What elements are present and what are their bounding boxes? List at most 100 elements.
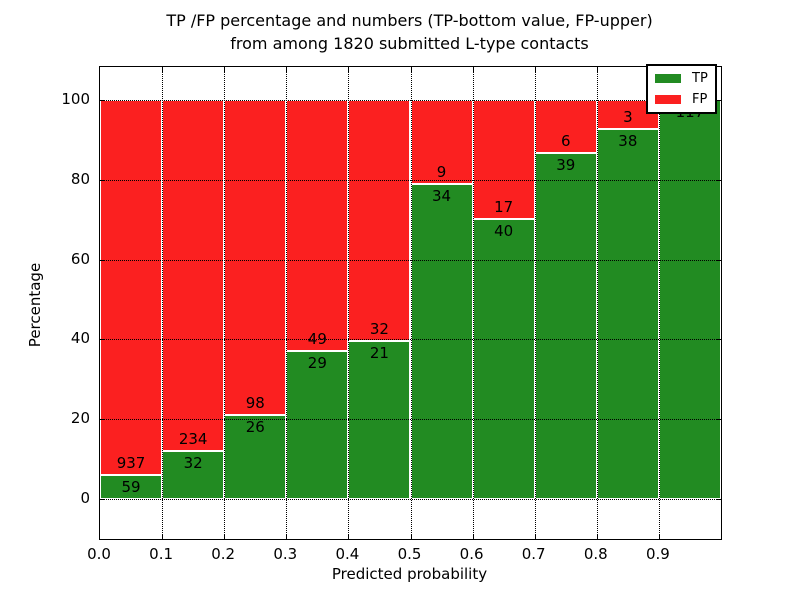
bar-segment-tp bbox=[286, 350, 349, 499]
bar-segment-fp bbox=[100, 100, 163, 476]
bar-value-label-fp: 234 bbox=[178, 430, 208, 448]
gridline-v bbox=[286, 67, 288, 539]
chart-title-line1: TP /FP percentage and numbers (TP-bottom… bbox=[166, 11, 653, 30]
legend-swatch-tp bbox=[655, 74, 681, 83]
bar-segment-tp bbox=[596, 129, 659, 499]
y-tick-mark-left bbox=[100, 259, 105, 261]
x-tick-mark-bottom bbox=[410, 534, 412, 539]
bar-value-label-fp: 3 bbox=[623, 108, 633, 127]
y-tick-mark-left bbox=[100, 419, 105, 421]
bar-segment-tp bbox=[472, 219, 535, 499]
bar-value-label-tp: 32 bbox=[183, 454, 203, 472]
bar-segment-tp bbox=[224, 415, 287, 499]
x-tick-mark-bottom bbox=[162, 534, 164, 539]
x-tick-label: 0.9 bbox=[645, 545, 670, 563]
y-tick-mark-right bbox=[716, 419, 721, 421]
bar-segment-fp bbox=[472, 100, 535, 219]
x-tick-label: 0.2 bbox=[211, 545, 236, 563]
x-tick-label: 0.1 bbox=[149, 545, 174, 563]
bar-value-label-fp: 32 bbox=[369, 319, 389, 338]
bar-segment-tp bbox=[100, 475, 163, 499]
legend-label-tp: TP bbox=[692, 71, 708, 86]
y-tick-label: 0 bbox=[80, 489, 90, 507]
bar-value-label-fp: 6 bbox=[560, 132, 571, 151]
gridline-v bbox=[596, 67, 598, 539]
bar-segment-tp bbox=[162, 451, 225, 499]
y-tick-label: 100 bbox=[61, 90, 90, 108]
y-tick-label: 40 bbox=[70, 329, 90, 348]
legend-swatch-fp bbox=[655, 95, 681, 104]
bar-value-label-fp: 9 bbox=[436, 162, 447, 181]
x-tick-mark-top bbox=[534, 67, 536, 72]
x-tick-mark-top bbox=[224, 67, 226, 72]
x-tick-mark-top bbox=[162, 67, 164, 72]
chart-title-line2: from among 1820 submitted L-type contact… bbox=[230, 34, 589, 53]
x-tick-label: 0.5 bbox=[397, 545, 422, 563]
y-tick-mark-left bbox=[100, 179, 105, 181]
x-tick-mark-top bbox=[472, 67, 474, 72]
x-tick-mark-top bbox=[286, 67, 288, 72]
y-tick-label: 60 bbox=[70, 249, 90, 268]
x-tick-mark-bottom bbox=[534, 534, 536, 539]
gridline-v bbox=[472, 67, 474, 539]
gridline-v bbox=[224, 67, 226, 539]
x-tick-label: 0.6 bbox=[459, 545, 484, 563]
y-tick-mark-right bbox=[716, 179, 721, 181]
bar-segment-tp bbox=[410, 183, 473, 499]
bar-value-label-fp: 49 bbox=[307, 329, 327, 348]
x-tick-mark-top bbox=[596, 67, 598, 72]
legend-entry-fp: FP bbox=[655, 93, 708, 106]
x-tick-mark-bottom bbox=[472, 534, 474, 539]
y-tick-mark-left bbox=[100, 100, 105, 101]
x-tick-label: 0.3 bbox=[273, 545, 298, 563]
bar-segment-fp bbox=[286, 100, 349, 351]
bar-segment-fp bbox=[410, 100, 473, 184]
bar-value-label-fp: 98 bbox=[245, 394, 265, 413]
bar-value-label-tp: 21 bbox=[369, 343, 389, 362]
bar-segment-fp bbox=[162, 100, 225, 451]
x-tick-mark-top bbox=[410, 67, 412, 72]
x-tick-label: 0.7 bbox=[521, 545, 546, 563]
y-tick-mark-left bbox=[100, 499, 105, 500]
bar-segment-fp bbox=[534, 100, 597, 154]
x-tick-mark-bottom bbox=[286, 534, 288, 539]
y-tick-label: 80 bbox=[70, 169, 90, 188]
y-tick-mark-right bbox=[716, 259, 721, 261]
bar-segment-fp bbox=[348, 100, 411, 341]
bar-value-label-tp: 39 bbox=[556, 156, 576, 175]
x-tick-label: 0.4 bbox=[335, 545, 360, 563]
gridline-v bbox=[348, 67, 350, 539]
bar-value-label-fp: 17 bbox=[494, 198, 514, 216]
bar-segment-tp bbox=[534, 153, 597, 499]
y-tick-mark-right bbox=[716, 339, 721, 341]
bar-value-label-tp: 40 bbox=[494, 222, 514, 240]
gridline-v bbox=[658, 67, 660, 539]
bar-value-label-tp: 59 bbox=[121, 478, 141, 497]
x-tick-mark-top bbox=[348, 67, 350, 72]
bar-value-label-tp: 34 bbox=[432, 186, 452, 205]
bar-segment-tp bbox=[658, 100, 721, 499]
bar-segment-fp bbox=[224, 100, 287, 416]
y-tick-label: 20 bbox=[70, 409, 90, 428]
x-axis-label: Predicted probability bbox=[331, 565, 488, 583]
legend: TP FP bbox=[646, 64, 717, 114]
y-tick-mark-right bbox=[716, 499, 721, 500]
y-tick-mark-left bbox=[100, 339, 105, 341]
bar-value-label-tp: 26 bbox=[245, 418, 265, 437]
gridline-v bbox=[410, 67, 412, 539]
x-tick-label: 0.0 bbox=[87, 545, 111, 563]
legend-label-fp: FP bbox=[692, 92, 708, 107]
legend-entry-tp: TP bbox=[655, 72, 708, 85]
gridline-v bbox=[162, 67, 164, 539]
bar-value-label-fp: 937 bbox=[116, 454, 146, 473]
gridline-v bbox=[534, 67, 536, 539]
y-tick-mark-right bbox=[716, 100, 721, 101]
x-tick-mark-bottom bbox=[596, 534, 598, 539]
bar-value-label-tp: 38 bbox=[618, 132, 638, 151]
bar-value-label-tp: 29 bbox=[307, 353, 327, 372]
chart-title: TP /FP percentage and numbers (TP-bottom… bbox=[99, 9, 720, 55]
plot-area: 59937322342698294921323494017396383117 bbox=[99, 66, 722, 540]
x-tick-mark-bottom bbox=[658, 534, 660, 539]
x-tick-mark-bottom bbox=[348, 534, 350, 539]
